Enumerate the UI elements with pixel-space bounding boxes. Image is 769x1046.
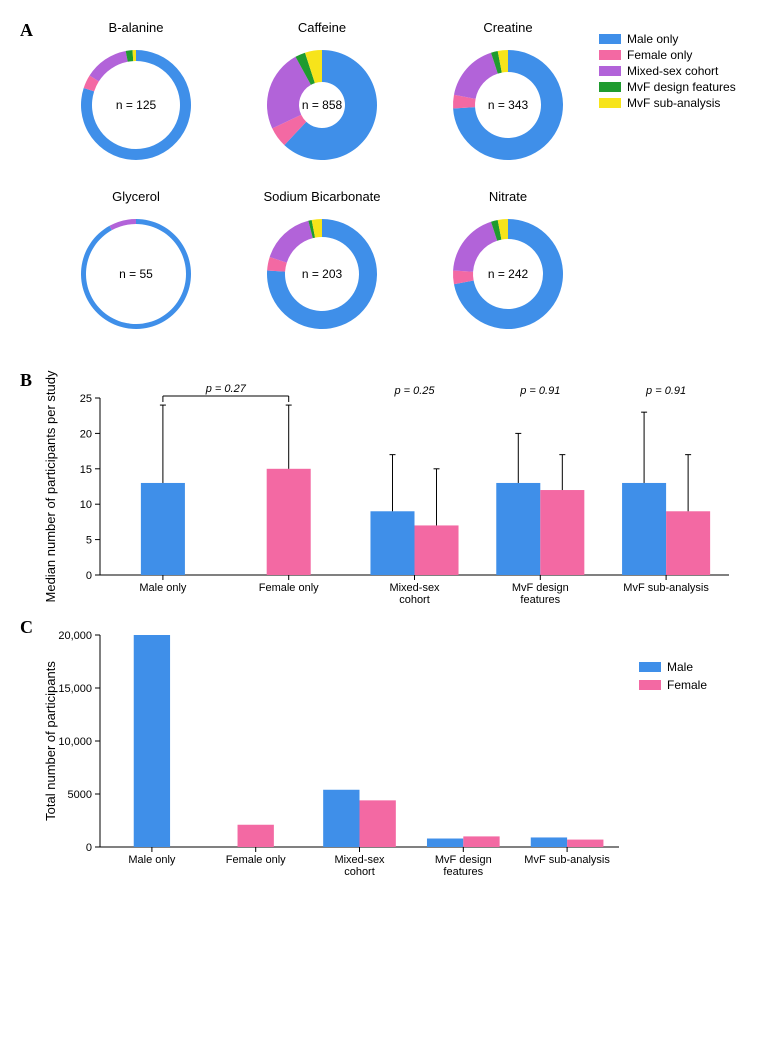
svg-text:n = 858: n = 858 <box>302 98 343 112</box>
svg-text:n = 203: n = 203 <box>302 267 343 281</box>
svg-text:MvF sub-analysis: MvF sub-analysis <box>623 582 709 594</box>
panel-c-label: C <box>20 617 33 638</box>
legend-label: Male only <box>627 32 678 46</box>
svg-text:p = 0.25: p = 0.25 <box>393 385 435 397</box>
svg-text:MvF sub-analysis: MvF sub-analysis <box>524 854 610 866</box>
legend-item-mvf_design: MvF design features <box>599 80 749 94</box>
svg-text:10: 10 <box>80 499 92 511</box>
legend-item-male_only: Male only <box>599 32 749 46</box>
donut-row-2: Glycerol n = 55 Sodium Bicarbonate n = 203… <box>45 189 599 352</box>
legend-label: Mixed-sex cohort <box>627 64 718 78</box>
svg-text:Female: Female <box>667 678 707 692</box>
svg-text:Sodium Bicarbonate: Sodium Bicarbonate <box>263 189 380 204</box>
svg-text:features: features <box>520 594 560 606</box>
legend-swatch <box>599 82 621 92</box>
svg-text:Caffeine: Caffeine <box>298 20 346 35</box>
svg-text:Mixed-sex: Mixed-sex <box>334 854 385 866</box>
svg-text:0: 0 <box>86 570 92 582</box>
svg-text:p = 0.91: p = 0.91 <box>645 385 686 397</box>
svg-text:Female only: Female only <box>259 582 319 594</box>
svg-text:MvF design: MvF design <box>512 582 569 594</box>
legend-swatch <box>599 34 621 44</box>
donut-row-1: B-alanine n = 125 Caffeine n = 858 Creatin… <box>45 20 599 183</box>
svg-text:B-alanine: B-alanine <box>109 20 164 35</box>
panel-a-legend: Male only Female only Mixed-sex cohort MvF … <box>599 20 749 112</box>
svg-text:15: 15 <box>80 464 92 476</box>
donut-creatine: Creatine n = 343 <box>433 20 583 183</box>
svg-text:Glycerol: Glycerol <box>112 189 160 204</box>
legend-item-female_only: Female only <box>599 48 749 62</box>
donut-balanine: B-alanine n = 125 <box>61 20 211 183</box>
svg-text:n = 343: n = 343 <box>488 98 529 112</box>
svg-text:n = 242: n = 242 <box>488 267 529 281</box>
svg-text:Male only: Male only <box>139 582 187 594</box>
svg-text:Nitrate: Nitrate <box>489 189 527 204</box>
svg-text:features: features <box>443 866 483 878</box>
svg-text:25: 25 <box>80 393 92 405</box>
svg-text:p = 0.27: p = 0.27 <box>205 383 247 395</box>
svg-text:n = 55: n = 55 <box>119 267 153 281</box>
panel-b-chart: 0 5 10 15 20 25 Median number of participants … <box>20 370 749 615</box>
donut-caffeine: Caffeine n = 858 <box>247 20 397 183</box>
legend-swatch <box>599 66 621 76</box>
svg-text:Mixed-sex: Mixed-sex <box>389 582 440 594</box>
svg-text:20,000: 20,000 <box>58 630 92 642</box>
svg-text:n = 125: n = 125 <box>116 98 157 112</box>
svg-text:cohort: cohort <box>399 594 430 606</box>
panel-b-label: B <box>20 370 32 391</box>
svg-text:cohort: cohort <box>344 866 375 878</box>
legend-label: Female only <box>627 48 692 62</box>
svg-text:15,000: 15,000 <box>58 683 92 695</box>
svg-text:20: 20 <box>80 428 92 440</box>
legend-swatch <box>599 98 621 108</box>
legend-swatch <box>599 50 621 60</box>
panel-c-chart: 0 5000 10,000 15,000 20,000 Total number of p… <box>20 617 749 887</box>
svg-text:Total number of participants: Total number of participants <box>43 661 58 821</box>
svg-text:5: 5 <box>86 535 92 547</box>
donut-glycerol: Glycerol n = 55 <box>61 189 211 352</box>
svg-text:Creatine: Creatine <box>483 20 532 35</box>
legend-item-mixed: Mixed-sex cohort <box>599 64 749 78</box>
donut-nitrate: Nitrate n = 242 <box>433 189 583 352</box>
svg-text:MvF design: MvF design <box>435 854 492 866</box>
panel-a-label: A <box>20 20 33 41</box>
donut-sodium: Sodium Bicarbonate n = 203 <box>247 189 397 352</box>
svg-text:10,000: 10,000 <box>58 736 92 748</box>
svg-text:Female only: Female only <box>226 854 286 866</box>
legend-label: MvF design features <box>627 80 736 94</box>
svg-text:p = 0.91: p = 0.91 <box>519 385 560 397</box>
svg-text:Male only: Male only <box>128 854 176 866</box>
legend-item-mvf_sub: MvF sub-analysis <box>599 96 749 110</box>
svg-text:0: 0 <box>86 842 92 854</box>
svg-text:5000: 5000 <box>68 789 92 801</box>
svg-text:Male: Male <box>667 660 693 674</box>
svg-text:Median number of participants: Median number of participants per study <box>43 370 58 602</box>
legend-label: MvF sub-analysis <box>627 96 720 110</box>
